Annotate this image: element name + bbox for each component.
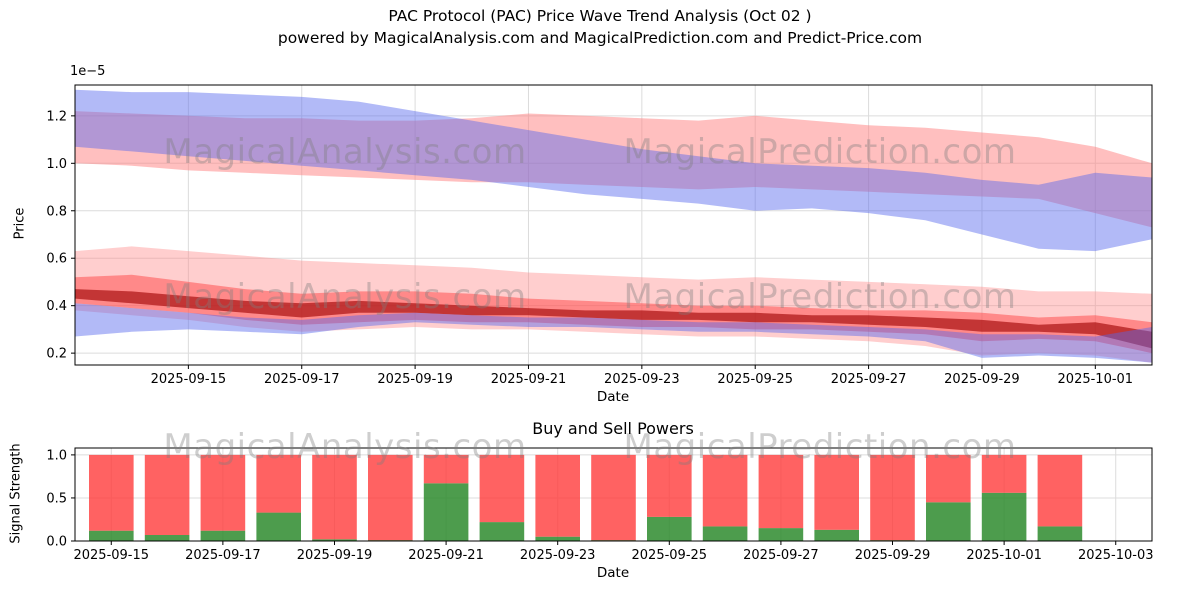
sell-bar: [1037, 454, 1083, 527]
x-tick-label: 2025-09-15: [151, 372, 227, 387]
sell-bar: [368, 454, 413, 541]
watermark-magicalanalysis: MagicalAnalysis.com: [163, 427, 527, 467]
price-wave-chart-axes: 0.2 0.4 0.6 0.8 1.0 1.2 2025-09-15 2025-09-17 20…: [46, 84, 1153, 387]
buy-bar: [926, 502, 971, 542]
buy-sell-chart-title: Buy and Sell Powers: [532, 419, 694, 438]
x-tick-label: 2025-10-03: [1078, 548, 1154, 563]
y-tick-label: 0.5: [46, 491, 67, 506]
buy-bar: [312, 539, 357, 541]
buy-sell-power-chart-axes: 0.0 0.5 1.0 2025-09-15 2025-09-17 2025-09-19 2…: [46, 447, 1154, 563]
x-tick-label: 2025-09-19: [377, 372, 453, 387]
sell-bar: [144, 454, 190, 535]
price-wave-bands: [75, 89, 1152, 363]
sell-bar: [870, 454, 915, 541]
sell-bar: [814, 454, 859, 530]
sell-bar: [89, 454, 134, 531]
y-tick-label: 1.0: [46, 157, 67, 172]
y-tick-label: 1.2: [46, 109, 67, 124]
watermark-magicalprediction: MagicalPrediction.com: [623, 277, 1017, 317]
sell-bar: [981, 454, 1027, 493]
sell-bar: [312, 454, 357, 540]
buy-bar: [702, 526, 748, 541]
watermark-magicalprediction: MagicalPrediction.com: [623, 427, 1017, 467]
buy-bar: [981, 492, 1027, 541]
sell-bar: [647, 454, 692, 517]
x-tick-label: 2025-09-29: [944, 372, 1020, 387]
y-tick-label: 0.4: [46, 299, 67, 314]
y-tick-label: 0.6: [46, 252, 67, 267]
buy-bar: [200, 530, 246, 541]
chart-subtitle: powered by MagicalAnalysis.com and Magic…: [277, 29, 923, 47]
x-tick-label: 2025-09-21: [491, 372, 567, 387]
price-axis-label: Price: [12, 207, 28, 240]
y-axis-offset-label: 1e−5: [70, 64, 106, 79]
signal-strength-axis-label: Signal Strength: [8, 443, 24, 544]
x-tick-label: 2025-09-23: [520, 548, 596, 563]
buy-bar: [1037, 526, 1083, 541]
sell-bar: [535, 454, 580, 537]
date-axis-label-top: Date: [596, 389, 630, 405]
chart-title: PAC Protocol (PAC) Price Wave Trend Anal…: [388, 7, 812, 25]
date-axis-label-bottom: Date: [596, 565, 630, 581]
y-tick-label: 0.2: [46, 347, 67, 362]
x-tick-label: 2025-10-01: [1058, 372, 1134, 387]
wave-band-red-core: [75, 289, 1152, 349]
y-tick-label: 0.8: [46, 204, 67, 219]
x-tick-label: 2025-09-27: [743, 548, 819, 563]
sell-bar: [423, 454, 469, 484]
x-tick-label: 2025-09-21: [408, 548, 484, 563]
buy-sell-bars: [89, 454, 1083, 542]
x-tick-label: 2025-09-25: [632, 548, 708, 563]
trend-band-red-upper: [75, 111, 1152, 228]
buy-bar: [256, 512, 301, 541]
watermark-magicalanalysis: MagicalAnalysis.com: [163, 277, 527, 317]
x-tick-label: 2025-09-17: [264, 372, 340, 387]
y-tick-label: 0.0: [46, 535, 67, 550]
buy-bar: [479, 522, 525, 541]
buy-bar: [758, 528, 804, 541]
sell-bar: [591, 454, 636, 541]
x-tick-label: 2025-09-17: [185, 548, 261, 563]
sell-bar: [702, 454, 748, 527]
watermark-magicalprediction: MagicalPrediction.com: [623, 132, 1017, 172]
watermark-magicalanalysis: MagicalAnalysis.com: [163, 132, 527, 172]
sell-bar: [200, 454, 246, 531]
buy-bar: [89, 530, 134, 541]
sell-bar: [256, 454, 301, 513]
sell-bar: [926, 454, 971, 503]
x-tick-label: 2025-09-19: [297, 548, 373, 563]
buy-bar: [647, 516, 692, 541]
x-tick-label: 2025-09-25: [717, 372, 793, 387]
buy-bar: [535, 536, 580, 541]
x-tick-label: 2025-10-01: [966, 548, 1042, 563]
sell-bar: [758, 454, 804, 529]
y-tick-label: 1.0: [46, 448, 67, 463]
x-tick-label: 2025-09-29: [855, 548, 931, 563]
trend-band-blue-upper: [75, 89, 1152, 252]
x-tick-label: 2025-09-15: [73, 548, 149, 563]
buy-bar: [423, 483, 469, 541]
x-tick-label: 2025-09-27: [831, 372, 907, 387]
wave-band-blue-lower: [75, 303, 1152, 363]
x-tick-label: 2025-09-23: [604, 372, 680, 387]
buy-bar: [144, 535, 190, 541]
sell-bar: [479, 454, 525, 523]
buy-bar: [814, 529, 859, 541]
